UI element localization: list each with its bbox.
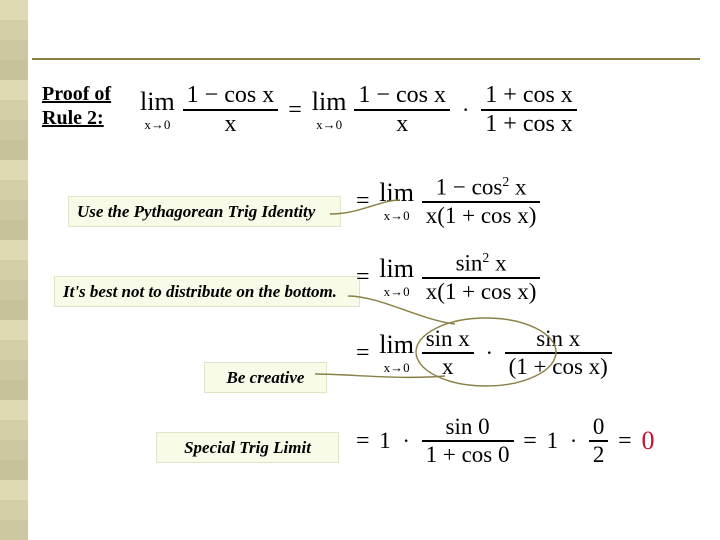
page-title: Proof of Rule 2:: [42, 82, 111, 130]
note-distribute: It's best not to distribute on the botto…: [54, 276, 360, 307]
divider: [32, 58, 700, 60]
math-line-5: = 1 · sin 01 + cos 0 = 1 · 02 = 0: [352, 414, 654, 468]
note-special-limit: Special Trig Limit: [156, 432, 339, 463]
sidebar-stripe: [0, 0, 28, 540]
math-line-1: limx→0 1 − cos xx = limx→0 1 − cos xx · …: [140, 82, 577, 138]
math-line-3: = limx→0 sin2 x x(1 + cos x): [352, 250, 540, 305]
note-creative: Be creative: [204, 362, 327, 393]
math-line-4: = limx→0 sin xx · sin x(1 + cos x): [352, 326, 612, 380]
note-pythagorean: Use the Pythagorean Trig Identity: [68, 196, 341, 227]
math-line-2: = limx→0 1 − cos2 x x(1 + cos x): [352, 174, 540, 229]
